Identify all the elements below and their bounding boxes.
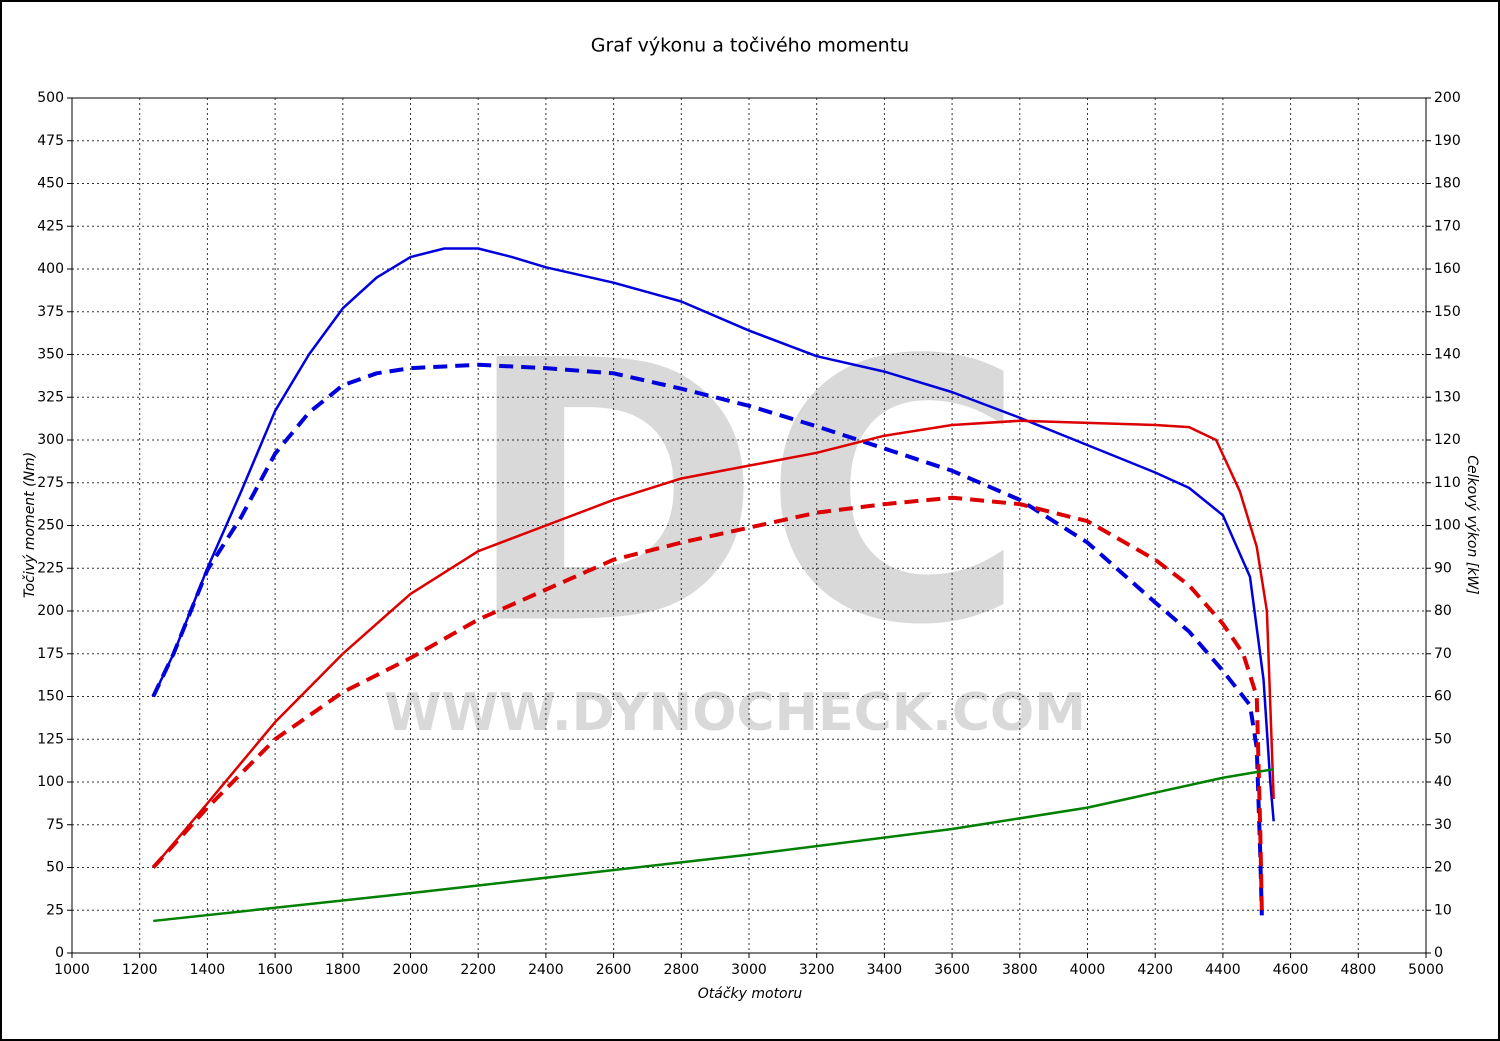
y-tick-label: 200 — [37, 603, 64, 619]
series-line — [152, 247, 1275, 822]
y2-tick-label: 80 — [1434, 603, 1452, 619]
y2-tick-label: 180 — [1434, 176, 1461, 192]
y2-tick-label: 70 — [1434, 646, 1452, 662]
y-tick-label: 175 — [37, 646, 64, 662]
x-tick-label: 2800 — [663, 962, 699, 978]
x-tick-label: 1000 — [54, 962, 90, 978]
watermark-url: WWW.DYNOCHECK.COM — [384, 683, 1086, 743]
x-tick-label: 3600 — [934, 962, 970, 978]
y-tick-label: 325 — [37, 389, 64, 405]
y-tick-label: 300 — [37, 432, 64, 448]
y-tick-label: 50 — [46, 860, 64, 876]
y2-tick-label: 40 — [1434, 774, 1452, 790]
series-line — [151, 495, 1264, 911]
x-tick-label: 1200 — [122, 962, 158, 978]
y-tick-label: 475 — [37, 133, 64, 149]
plot-area — [71, 97, 1427, 954]
x-tick-label: 3400 — [867, 962, 903, 978]
y2-tick-label: 20 — [1434, 860, 1452, 876]
y2-axis-label: Celkový výkon [kW] — [1464, 455, 1480, 594]
x-tick-label: 1600 — [257, 962, 293, 978]
x-tick-label: 1800 — [325, 962, 361, 978]
y-tick-label: 150 — [37, 689, 64, 705]
y2-tick-label: 90 — [1434, 560, 1452, 576]
series-line — [151, 362, 1264, 916]
y2-tick-label: 0 — [1434, 945, 1443, 961]
x-tick-label: 3800 — [1002, 962, 1038, 978]
series-line — [153, 767, 1274, 923]
x-tick-label: 4800 — [1340, 962, 1376, 978]
chart-title: Graf výkonu a točivého momentu — [591, 35, 909, 57]
y2-tick-label: 190 — [1434, 133, 1461, 149]
y2-tick-label: 130 — [1434, 389, 1461, 405]
y2-tick-label: 120 — [1434, 432, 1461, 448]
y-tick-label: 500 — [37, 90, 64, 106]
y-tick-label: 400 — [37, 261, 64, 277]
y-axis-label: Točivý moment (Nm) — [22, 452, 38, 598]
y2-tick-label: 10 — [1434, 902, 1452, 918]
y2-tick-label: 110 — [1434, 475, 1461, 491]
series-line — [152, 419, 1275, 869]
x-tick-label: 4200 — [1137, 962, 1173, 978]
y-tick-label: 225 — [37, 560, 64, 576]
x-axis-label: Otáčky motoru — [698, 986, 803, 1002]
y2-tick-label: 150 — [1434, 304, 1461, 320]
y-tick-label: 25 — [46, 902, 64, 918]
x-tick-label: 4600 — [1273, 962, 1309, 978]
x-tick-label: 4400 — [1205, 962, 1241, 978]
x-tick-label: 3000 — [731, 962, 767, 978]
y2-tick-label: 50 — [1434, 731, 1452, 747]
y-tick-label: 375 — [37, 304, 64, 320]
y2-tick-label: 30 — [1434, 817, 1452, 833]
y-tick-label: 125 — [37, 731, 64, 747]
y2-tick-label: 170 — [1434, 218, 1461, 234]
y-tick-label: 350 — [37, 347, 64, 363]
y-tick-label: 75 — [46, 817, 64, 833]
x-tick-label: 2400 — [528, 962, 564, 978]
y2-tick-label: 60 — [1434, 689, 1452, 705]
x-tick-label: 2000 — [393, 962, 429, 978]
watermark-logo: DC — [463, 284, 1026, 703]
y2-tick-label: 100 — [1434, 518, 1461, 534]
y-tick-label: 250 — [37, 518, 64, 534]
x-tick-label: 4000 — [1070, 962, 1106, 978]
x-tick-label: 1400 — [190, 962, 226, 978]
x-tick-label: 5000 — [1408, 962, 1444, 978]
y-tick-label: 425 — [37, 218, 64, 234]
x-tick-label: 3200 — [799, 962, 835, 978]
x-tick-label: 2600 — [596, 962, 632, 978]
y2-tick-label: 160 — [1434, 261, 1461, 277]
y2-tick-label: 200 — [1434, 90, 1461, 106]
y2-tick-label: 140 — [1434, 347, 1461, 363]
y-tick-label: 450 — [37, 176, 64, 192]
y-tick-label: 275 — [37, 475, 64, 491]
y-tick-label: 0 — [55, 945, 64, 961]
x-tick-label: 2200 — [460, 962, 496, 978]
y-tick-label: 100 — [37, 774, 64, 790]
